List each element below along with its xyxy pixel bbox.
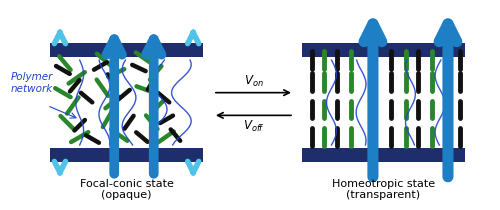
Text: (opaque): (opaque)	[102, 190, 152, 200]
Bar	[302, 43, 464, 57]
Bar	[302, 148, 464, 162]
Text: (transparent): (transparent)	[346, 190, 420, 200]
Text: Homeotropic state: Homeotropic state	[332, 178, 435, 189]
Text: $V_{on}$: $V_{on}$	[244, 74, 264, 89]
Bar	[50, 148, 203, 162]
Bar	[302, 57, 464, 148]
Text: Focal-conic state: Focal-conic state	[80, 178, 174, 189]
Bar	[50, 43, 203, 57]
Text: Polymer
network: Polymer network	[10, 72, 53, 94]
Bar	[50, 57, 203, 148]
Text: $V_{off}$: $V_{off}$	[242, 119, 264, 134]
